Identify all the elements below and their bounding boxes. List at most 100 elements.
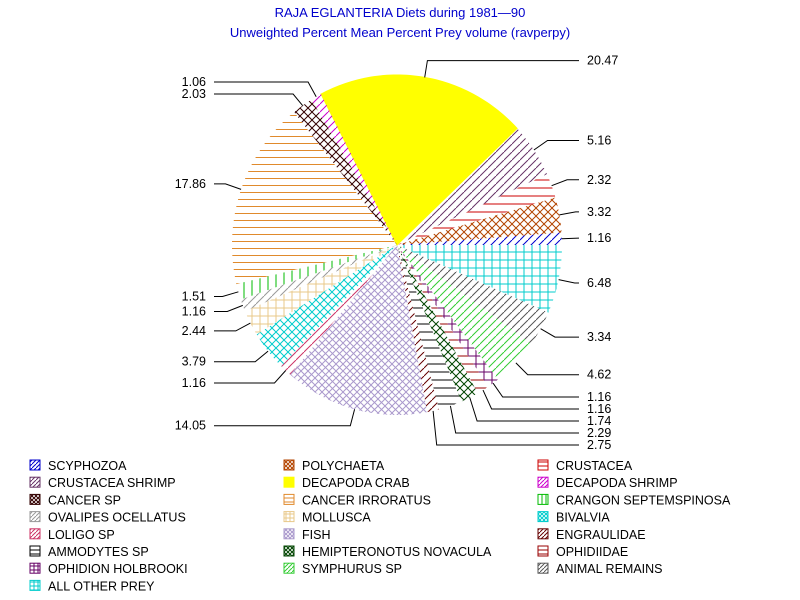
- legend-item-mollusca: MOLLUSCA: [283, 511, 371, 525]
- legend-swatch-ammodytes-sp: [29, 545, 41, 557]
- legend: SCYPHOZOA POLYCHAETA CRUSTACEA CRUSTACEA SH…: [29, 459, 731, 593]
- legend-swatch-ovalipes-ocellatus: [29, 511, 41, 523]
- leader-line-cancer-irroratus: [214, 183, 242, 190]
- leader-line-ophidiidae: [482, 389, 579, 410]
- legend-label-ovalipes-ocellatus: OVALIPES OCELLATUS: [48, 511, 186, 525]
- leader-line-all-other-prey: [558, 279, 579, 284]
- legend-swatch-loligo-sp: [29, 528, 41, 540]
- legend-swatch-decapoda-shrimp: [537, 476, 549, 488]
- leader-line-decapoda-shrimp: [214, 81, 317, 98]
- legend-label-crangon-septemspinosa: CRANGON SEPTEMSPINOSA: [556, 493, 731, 507]
- slice-label-ophidion-holbrooki: 1.16: [587, 390, 611, 404]
- slice-labels: 20.475.162.323.321.166.483.344.621.161.1…: [175, 54, 619, 452]
- legend-swatch-all-other-prey: [29, 579, 41, 591]
- slice-label-hemipteronotus-novacula: 1.74: [587, 414, 611, 428]
- slice-loligo-sp: [281, 245, 397, 375]
- legend-swatch-decapoda-crab: [283, 476, 295, 488]
- legend-swatch-scyphozoa: [29, 459, 41, 471]
- legend-swatch-cancer-sp: [29, 493, 41, 505]
- slice-cancer-sp: [294, 99, 397, 246]
- slice-label-polychaeta: 3.32: [587, 205, 611, 219]
- slice-label-symphurus-sp: 4.62: [587, 368, 611, 382]
- legend-item-animal-remains: ANIMAL REMAINS: [537, 562, 663, 576]
- slice-ammodytes-sp: [397, 245, 462, 410]
- slice-label-scyphozoa: 1.16: [587, 231, 611, 245]
- leader-line-engraulidae: [432, 410, 579, 446]
- leader-line-crangon-septemspinosa: [214, 291, 239, 297]
- legend-label-animal-remains: ANIMAL REMAINS: [556, 562, 663, 576]
- legend-item-ophidion-holbrooki: OPHIDION HOLBROOKI: [29, 562, 188, 576]
- legend-label-bivalvia: BIVALVIA: [556, 511, 610, 525]
- legend-item-decapoda-shrimp: DECAPODA SHRIMP: [537, 476, 678, 490]
- legend-item-crustacea: CRUSTACEA: [537, 459, 633, 473]
- legend-swatch-ophidiidae: [537, 545, 549, 557]
- slice-crustacea-shrimp: [397, 128, 547, 245]
- legend-item-loligo-sp: LOLIGO SP: [29, 528, 115, 542]
- slice-label-cancer-sp: 2.03: [182, 87, 206, 101]
- legend-label-mollusca: MOLLUSCA: [302, 511, 371, 525]
- legend-label-polychaeta: POLYCHAETA: [302, 459, 385, 473]
- slice-label-ovalipes-ocellatus: 1.16: [182, 305, 206, 319]
- legend-swatch-crustacea-shrimp: [29, 476, 41, 488]
- slice-label-engraulidae: 2.75: [587, 438, 611, 452]
- pie-slices: [232, 74, 562, 415]
- slice-hemipteronotus-novacula: [397, 245, 478, 402]
- legend-item-all-other-prey: ALL OTHER PREY: [29, 579, 155, 593]
- slice-engraulidae: [397, 245, 439, 413]
- chart-subtitle: Unweighted Percent Mean Percent Prey vol…: [230, 25, 570, 40]
- leader-line-ovalipes-ocellatus: [214, 304, 243, 312]
- chart-title: RAJA EGLANTERIA Diets during 1981—90: [275, 5, 526, 20]
- slice-label-decapoda-shrimp: 1.06: [182, 75, 206, 89]
- slice-cancer-irroratus: [232, 112, 397, 284]
- slice-bivalvia: [256, 245, 397, 367]
- leader-line-ophidion-holbrooki: [492, 382, 579, 398]
- legend-label-scyphozoa: SCYPHOZOA: [48, 459, 127, 473]
- slice-label-fish: 14.05: [175, 419, 206, 433]
- legend-swatch-engraulidae: [537, 528, 549, 540]
- legend-item-engraulidae: ENGRAULIDAE: [537, 528, 646, 542]
- leader-line-symphurus-sp: [515, 362, 579, 376]
- legend-item-fish: FISH: [283, 528, 330, 542]
- slice-symphurus-sp: [397, 245, 532, 380]
- legend-label-cancer-irroratus: CANCER IRRORATUS: [302, 493, 431, 507]
- leader-line-polychaeta: [559, 211, 579, 216]
- leader-line-loligo-sp: [214, 370, 287, 384]
- slice-label-loligo-sp: 1.16: [182, 376, 206, 390]
- legend-swatch-animal-remains: [537, 562, 549, 574]
- legend-item-hemipteronotus-novacula: HEMIPTERONOTUS NOVACULA: [283, 545, 492, 559]
- leader-line-mollusca: [214, 322, 251, 332]
- legend-item-cancer-irroratus: CANCER IRRORATUS: [283, 493, 431, 507]
- legend-label-decapoda-shrimp: DECAPODA SHRIMP: [556, 476, 678, 490]
- legend-swatch-fish: [283, 528, 295, 540]
- legend-label-symphurus-sp: SYMPHURUS SP: [302, 562, 402, 576]
- slice-ophidion-holbrooki: [397, 245, 498, 387]
- legend-item-polychaeta: POLYCHAETA: [283, 459, 385, 473]
- legend-swatch-mollusca: [283, 511, 295, 523]
- leader-line-ammodytes-sp: [449, 405, 579, 434]
- legend-label-crustacea: CRUSTACEA: [556, 459, 633, 473]
- legend-label-fish: FISH: [302, 528, 330, 542]
- slice-label-all-other-prey: 6.48: [587, 276, 611, 290]
- legend-label-engraulidae: ENGRAULIDAE: [556, 528, 646, 542]
- leader-line-crustacea-shrimp: [533, 140, 579, 151]
- slice-ophidiidae: [397, 245, 489, 394]
- slice-all-other-prey: [397, 245, 562, 313]
- legend-item-ammodytes-sp: AMMODYTES SP: [29, 545, 149, 559]
- legend-swatch-symphurus-sp: [283, 562, 295, 574]
- legend-item-ovalipes-ocellatus: OVALIPES OCELLATUS: [29, 511, 186, 525]
- slice-ovalipes-ocellatus: [240, 245, 397, 312]
- slice-polychaeta: [397, 197, 562, 245]
- legend-label-ammodytes-sp: AMMODYTES SP: [48, 545, 149, 559]
- legend-swatch-crangon-septemspinosa: [537, 493, 549, 505]
- legend-swatch-bivalvia: [537, 511, 549, 523]
- slice-decapoda-shrimp: [311, 94, 397, 245]
- legend-swatch-polychaeta: [283, 459, 295, 471]
- legend-swatch-ophidion-holbrooki: [29, 562, 41, 574]
- slice-crangon-septemspinosa: [236, 245, 397, 300]
- slice-fish: [290, 245, 428, 415]
- legend-item-cancer-sp: CANCER SP: [29, 493, 121, 507]
- legend-label-all-other-prey: ALL OTHER PREY: [48, 579, 155, 593]
- slice-crustacea: [397, 174, 556, 245]
- legend-label-ophidiidae: OPHIDIIDAE: [556, 545, 628, 559]
- slice-label-decapoda-crab: 20.47: [587, 54, 618, 68]
